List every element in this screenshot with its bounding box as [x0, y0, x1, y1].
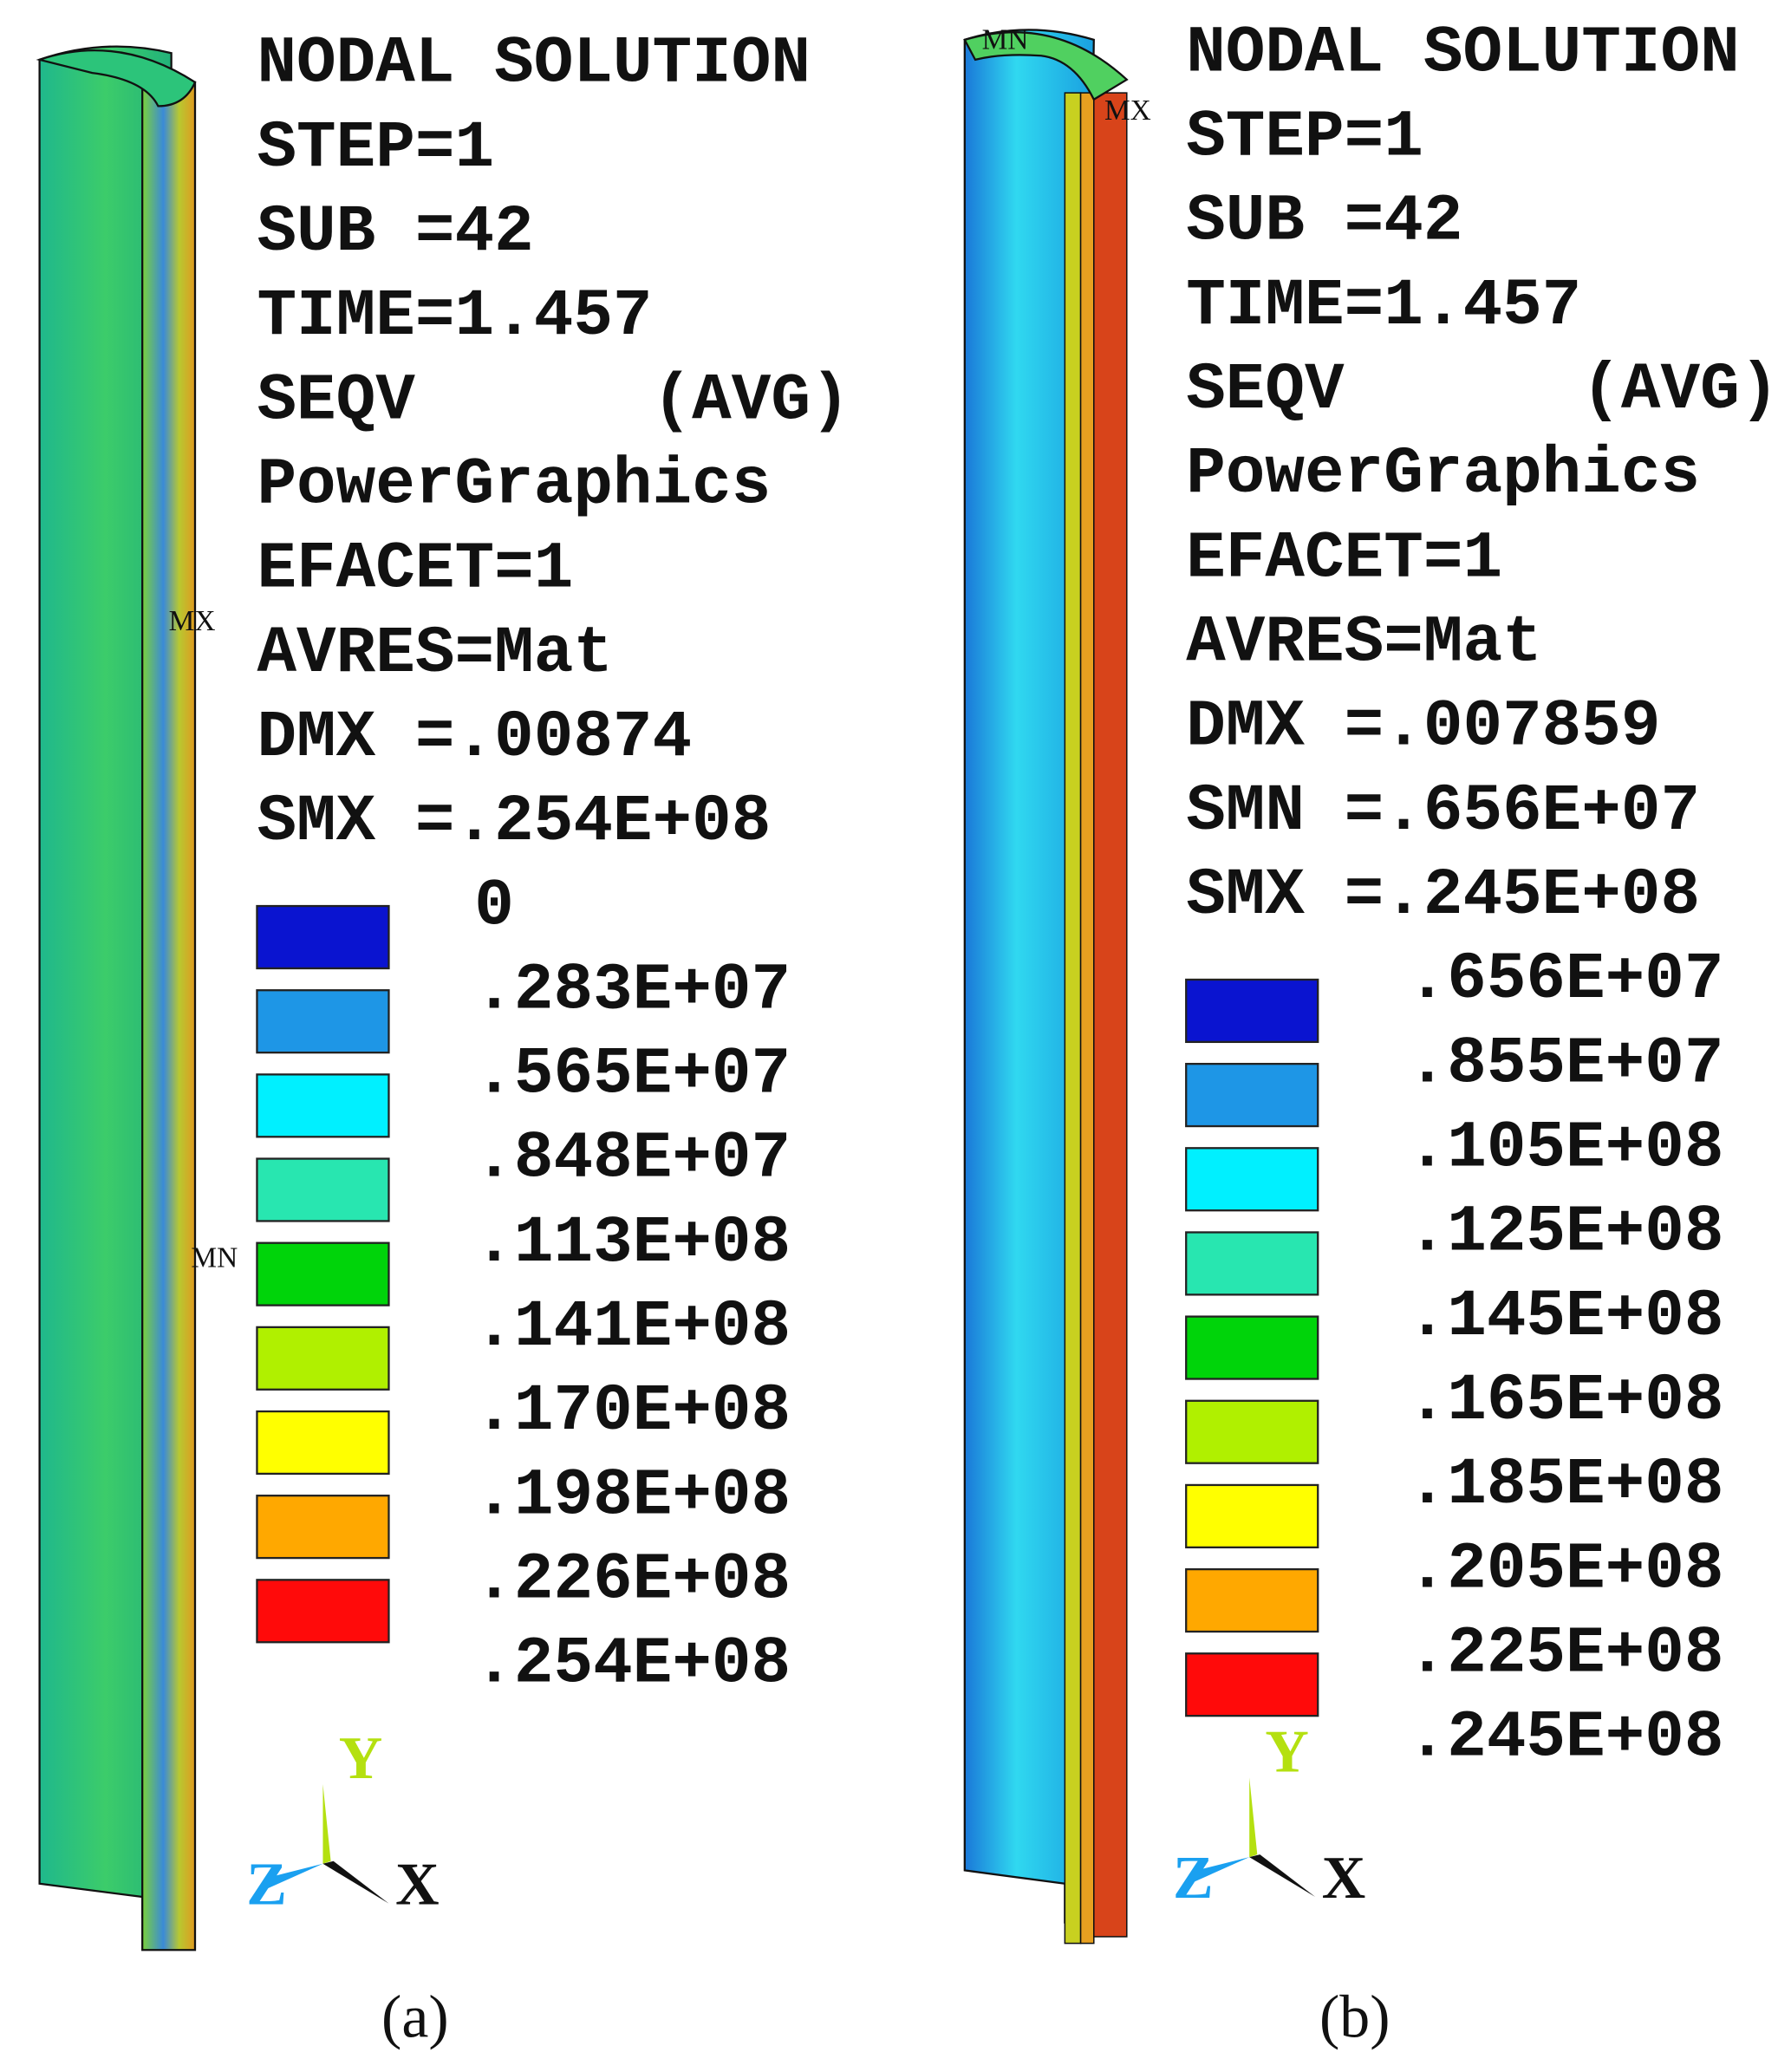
- axis-x: [322, 1860, 389, 1904]
- info-line: EFACET=1: [257, 531, 573, 606]
- legend-label: .165E+08: [1408, 1364, 1724, 1438]
- caption: (a): [381, 1983, 449, 2050]
- info-line: SUB =42: [257, 195, 533, 270]
- legend-label: .848E+07: [474, 1122, 791, 1196]
- legend-label: .565E+07: [474, 1037, 791, 1111]
- legend-swatch: [256, 1326, 390, 1391]
- legend-swatch: [256, 1157, 390, 1222]
- legend-label: .170E+08: [474, 1374, 791, 1449]
- marker-label: MX: [1104, 94, 1151, 127]
- info-line: STEP=1: [1186, 100, 1423, 174]
- legend-label: .656E+07: [1408, 942, 1724, 1017]
- axis-z: [264, 1863, 323, 1891]
- legend-label: .113E+08: [474, 1206, 791, 1280]
- info-line: TIME=1.457: [257, 279, 652, 354]
- legend-swatch: [256, 904, 390, 970]
- axis-label: Y: [339, 1724, 382, 1792]
- info-line: TIME=1.457: [1186, 269, 1581, 343]
- legend-swatch: [256, 1579, 390, 1644]
- info-line: AVRES=Mat: [1186, 605, 1541, 680]
- axis-label: Z: [246, 1850, 287, 1918]
- axis-y: [1249, 1777, 1258, 1858]
- legend-label: 0: [474, 869, 514, 943]
- legend-swatch: [256, 1495, 390, 1560]
- legend-swatch: [1185, 1315, 1319, 1380]
- legend-label: .245E+08: [1408, 1700, 1724, 1775]
- legend-swatch: [1185, 1567, 1319, 1633]
- legend-swatch: [1185, 1652, 1319, 1717]
- axis-label: X: [395, 1850, 439, 1918]
- legend-swatch: [1185, 978, 1319, 1044]
- legend-label: .125E+08: [1408, 1195, 1724, 1269]
- info-line: PowerGraphics: [257, 447, 771, 522]
- legend-label: .205E+08: [1408, 1532, 1724, 1606]
- info-line: SMX =.254E+08: [257, 785, 771, 859]
- legend-swatch: [1185, 1483, 1319, 1548]
- info-line: NODAL SOLUTION: [1186, 16, 1740, 90]
- legend-swatch: [256, 1241, 390, 1306]
- caption: (b): [1319, 1983, 1390, 2050]
- axis-y: [322, 1783, 331, 1864]
- legend-label: .141E+08: [474, 1290, 791, 1365]
- info-line: SEQV (AVG): [1186, 353, 1779, 427]
- info-line: AVRES=Mat: [257, 616, 612, 691]
- marker-label: MN: [191, 1241, 238, 1274]
- legend-label: .226E+08: [474, 1542, 791, 1617]
- legend-swatch: [1185, 1231, 1319, 1296]
- legend-swatch: [256, 989, 390, 1054]
- legend-swatch: [1185, 1147, 1319, 1212]
- marker-label: MN: [982, 24, 1029, 56]
- info-line: NODAL SOLUTION: [257, 26, 811, 101]
- legend-label: .283E+07: [474, 953, 791, 1027]
- legend-label: .254E+08: [474, 1626, 791, 1701]
- legend-swatch: [256, 1073, 390, 1138]
- info-line: EFACET=1: [1186, 521, 1502, 596]
- info-line: SUB =42: [1186, 185, 1462, 259]
- info-line: DMX =.007859: [1186, 689, 1660, 764]
- legend-label: .105E+08: [1408, 1111, 1724, 1185]
- legend-label: .185E+08: [1408, 1448, 1724, 1522]
- model-b: [963, 29, 1129, 1945]
- legend-label: .225E+08: [1408, 1616, 1724, 1691]
- axis-z: [1189, 1857, 1250, 1884]
- legend-swatch: [1185, 1399, 1319, 1464]
- info-line: SEQV (AVG): [257, 363, 850, 438]
- legend-swatch: [1185, 1062, 1319, 1128]
- axis-label: X: [1322, 1844, 1365, 1912]
- axis-label: Y: [1265, 1717, 1308, 1785]
- axis-label: Z: [1173, 1844, 1214, 1912]
- info-line: STEP=1: [257, 111, 494, 186]
- marker-label: MX: [169, 605, 216, 637]
- axis-x: [1249, 1854, 1316, 1898]
- legend-label: .145E+08: [1408, 1280, 1724, 1354]
- legend-label: .198E+08: [474, 1458, 791, 1533]
- info-line: PowerGraphics: [1186, 437, 1700, 511]
- model-a: [36, 45, 197, 1951]
- legend-swatch: [256, 1410, 390, 1476]
- info-line: SMX =.245E+08: [1186, 858, 1700, 933]
- legend-label: .855E+07: [1408, 1026, 1724, 1101]
- info-line: SMN =.656E+07: [1186, 774, 1700, 849]
- info-line: DMX =.00874: [257, 700, 692, 775]
